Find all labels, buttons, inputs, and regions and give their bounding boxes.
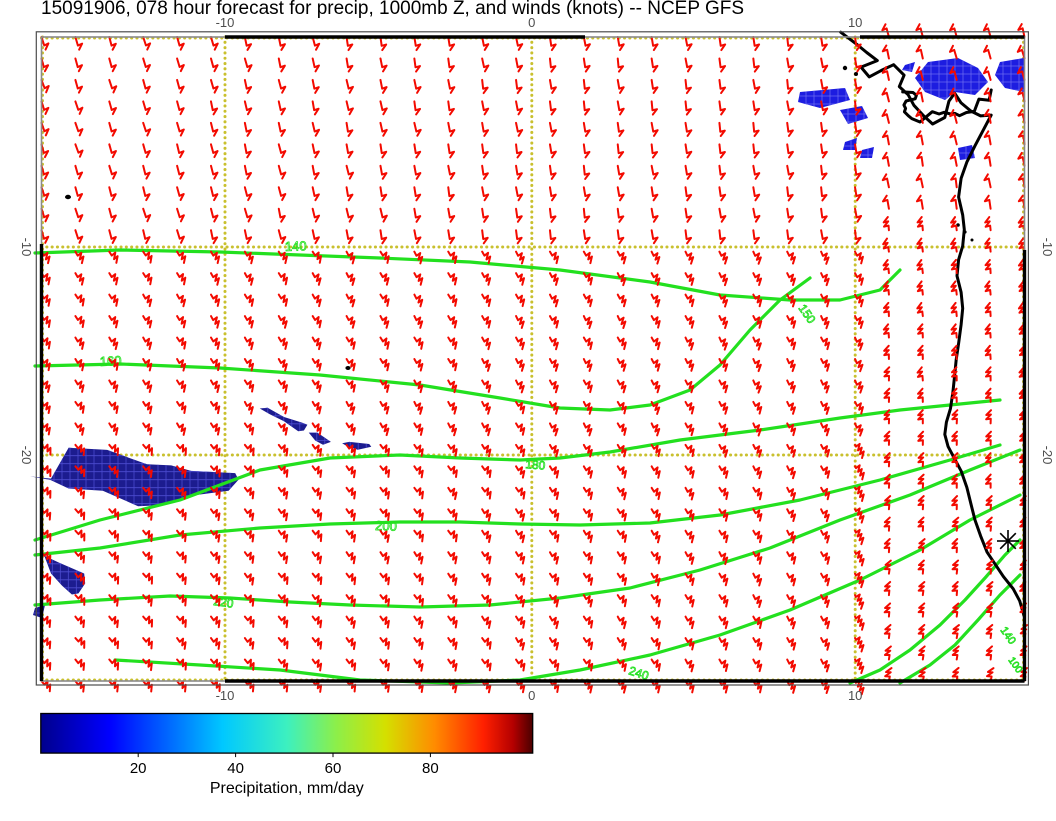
svg-text:-10: -10	[19, 238, 34, 257]
svg-text:-10: -10	[216, 15, 235, 30]
svg-text:20: 20	[130, 760, 147, 777]
svg-text:10: 10	[848, 15, 862, 30]
svg-text:40: 40	[227, 760, 244, 777]
svg-text:180: 180	[525, 457, 546, 473]
svg-text:Precipitation, mm/day: Precipitation, mm/day	[210, 780, 364, 797]
svg-text:15091906, 078 hour forecast fo: 15091906, 078 hour forecast for precip, …	[41, 0, 744, 19]
svg-text:0: 0	[528, 688, 535, 703]
svg-text:0: 0	[528, 15, 535, 30]
svg-text:80: 80	[422, 760, 439, 777]
svg-text:10: 10	[848, 688, 862, 703]
svg-text:-20: -20	[1040, 446, 1055, 465]
svg-text:60: 60	[325, 760, 342, 777]
svg-text:140: 140	[285, 238, 307, 254]
svg-text:-20: -20	[19, 446, 34, 465]
svg-text:-10: -10	[216, 688, 235, 703]
svg-text:-10: -10	[1040, 238, 1055, 257]
